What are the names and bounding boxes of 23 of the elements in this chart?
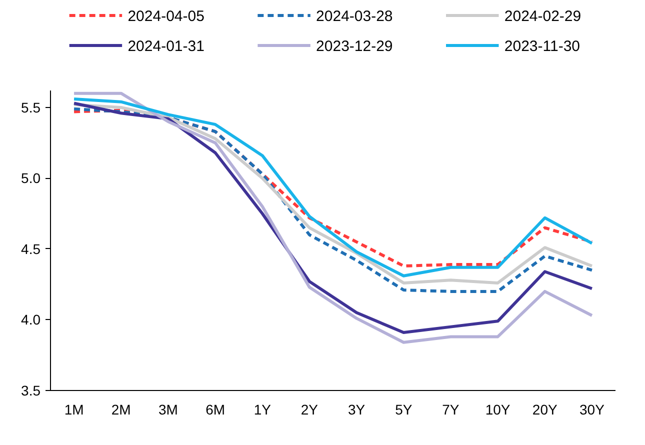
legend-label: 2023-12-29 <box>316 38 393 55</box>
legend-label: 2024-01-31 <box>128 38 204 55</box>
x-tick-label: 2M <box>111 402 131 418</box>
x-tick-label: 5Y <box>395 402 413 418</box>
legend-label: 2024-03-28 <box>316 8 393 25</box>
legend-label: 2024-04-05 <box>128 8 204 25</box>
legend-label: 2023-11-30 <box>504 38 580 55</box>
x-tick-label: 20Y <box>532 402 558 418</box>
x-tick-label: 3M <box>158 402 178 418</box>
x-tick-label: 7Y <box>442 402 460 418</box>
x-tick-label: 30Y <box>580 402 606 418</box>
y-tick-label: 4.0 <box>21 312 41 328</box>
x-tick-label: 3Y <box>348 402 366 418</box>
x-tick-label: 10Y <box>485 402 511 418</box>
x-tick-label: 2Y <box>300 402 319 418</box>
x-tick-label: 1Y <box>254 402 272 418</box>
x-tick-label: 1M <box>64 402 84 418</box>
y-tick-label: 3.5 <box>21 382 41 398</box>
legend-label: 2024-02-29 <box>504 8 582 25</box>
y-tick-label: 4.5 <box>21 240 41 257</box>
y-tick-label: 5.5 <box>21 99 41 116</box>
x-tick-label: 6M <box>206 402 226 418</box>
y-tick-label: 5.0 <box>21 170 41 186</box>
